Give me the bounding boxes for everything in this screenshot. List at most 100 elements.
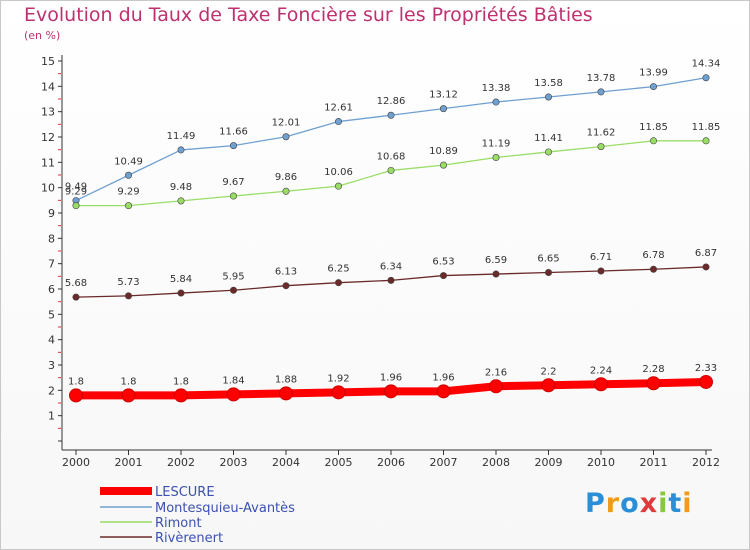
data-point (492, 98, 500, 106)
y-tick-label: 14 (41, 80, 55, 93)
logo-letter: P (585, 488, 606, 519)
y-tick-label: 11 (41, 156, 55, 169)
data-label: 1.8 (68, 376, 84, 387)
data-label: 12.01 (272, 118, 301, 129)
data-label: 1.8 (121, 376, 137, 387)
data-point (226, 387, 241, 402)
data-label: 1.96 (380, 372, 402, 383)
y-tick-label: 2 (48, 384, 55, 397)
data-label: 13.12 (429, 90, 458, 101)
data-label: 10.89 (429, 146, 458, 157)
data-label: 12.61 (324, 103, 353, 114)
logo-letter: t (668, 488, 683, 519)
logo-letter: x (639, 488, 659, 519)
data-label: 6.25 (327, 264, 349, 275)
data-point (594, 377, 608, 392)
data-point (69, 388, 83, 403)
y-tick-label: 5 (48, 308, 55, 321)
data-label: 5.73 (117, 277, 139, 288)
data-label: 5.84 (170, 274, 192, 285)
data-label: 11.19 (482, 139, 511, 150)
data-label: 9.49 (65, 182, 87, 193)
data-label: 2.16 (485, 367, 507, 378)
data-label: 6.78 (642, 250, 664, 261)
x-tick-label: 2012 (692, 456, 720, 469)
x-tick-label: 2007 (430, 456, 458, 469)
data-label: 6.87 (695, 248, 717, 259)
data-point (541, 378, 556, 393)
data-point (544, 269, 552, 277)
legend-entry: Rimont (155, 516, 202, 531)
data-label: 10.68 (377, 151, 406, 162)
data-label: 6.53 (432, 257, 454, 268)
legend-entry: Montesquieu-Avantès (155, 501, 295, 516)
data-point (334, 182, 342, 190)
data-point (544, 93, 552, 101)
y-tick-label: 10 (41, 182, 55, 195)
data-label: 10.49 (114, 156, 143, 167)
x-tick-label: 2008 (482, 456, 510, 469)
data-label: 9.48 (170, 182, 192, 193)
data-label: 11.62 (587, 128, 616, 139)
data-point (177, 289, 185, 297)
data-label: 2.2 (541, 366, 557, 377)
logo-letter: r (605, 488, 621, 519)
data-point (649, 265, 657, 273)
data-label: 1.84 (222, 375, 244, 386)
data-label: 5.68 (65, 278, 87, 289)
data-point (177, 146, 185, 154)
x-tick-label: 2004 (272, 456, 300, 469)
data-point (436, 384, 451, 399)
data-point (439, 161, 447, 169)
data-label: 11.49 (167, 131, 196, 142)
data-point (699, 374, 713, 389)
data-point (646, 376, 661, 391)
data-point (384, 384, 398, 399)
data-point (334, 118, 342, 126)
y-tick-label: 3 (48, 359, 55, 372)
x-tick-label: 2003 (220, 456, 248, 469)
data-label: 13.38 (482, 83, 511, 94)
data-point (387, 276, 395, 284)
data-point (121, 388, 136, 403)
data-point (544, 148, 552, 156)
data-point (387, 166, 395, 174)
data-point (230, 192, 238, 200)
legend-entry: LESCURE (155, 485, 215, 500)
y-tick-label: 15 (41, 55, 55, 68)
data-point (492, 154, 500, 162)
data-point (282, 133, 290, 141)
data-label: 11.85 (639, 122, 668, 133)
data-point (597, 88, 605, 96)
data-label: 14.34 (692, 59, 721, 70)
data-point (230, 286, 238, 294)
data-point (282, 187, 290, 195)
data-point (230, 142, 238, 150)
y-tick-label: 12 (41, 131, 55, 144)
data-point (597, 267, 605, 275)
data-point (492, 270, 500, 278)
data-label: 1.88 (275, 374, 297, 385)
y-axis-unit-label: (en %) (24, 29, 61, 42)
data-label: 6.65 (537, 254, 559, 265)
data-point (387, 111, 395, 119)
x-tick-label: 2009 (535, 456, 563, 469)
data-label: 2.33 (695, 363, 717, 374)
data-label: 2.24 (590, 365, 612, 376)
y-tick-label: 4 (48, 334, 55, 347)
data-point (597, 143, 605, 151)
data-point (702, 137, 710, 145)
data-label: 6.13 (275, 267, 297, 278)
y-tick-label: 13 (41, 106, 55, 119)
data-point (489, 379, 503, 394)
data-label: 12.86 (377, 96, 406, 107)
data-label: 13.58 (534, 78, 563, 89)
data-point (282, 282, 290, 290)
data-label: 13.99 (639, 68, 668, 79)
y-tick-label: 8 (48, 232, 55, 245)
data-label: 13.78 (587, 73, 616, 84)
proxiti-logo: Proxiti (585, 488, 693, 519)
data-point (72, 202, 80, 210)
x-tick-label: 2000 (62, 456, 90, 469)
